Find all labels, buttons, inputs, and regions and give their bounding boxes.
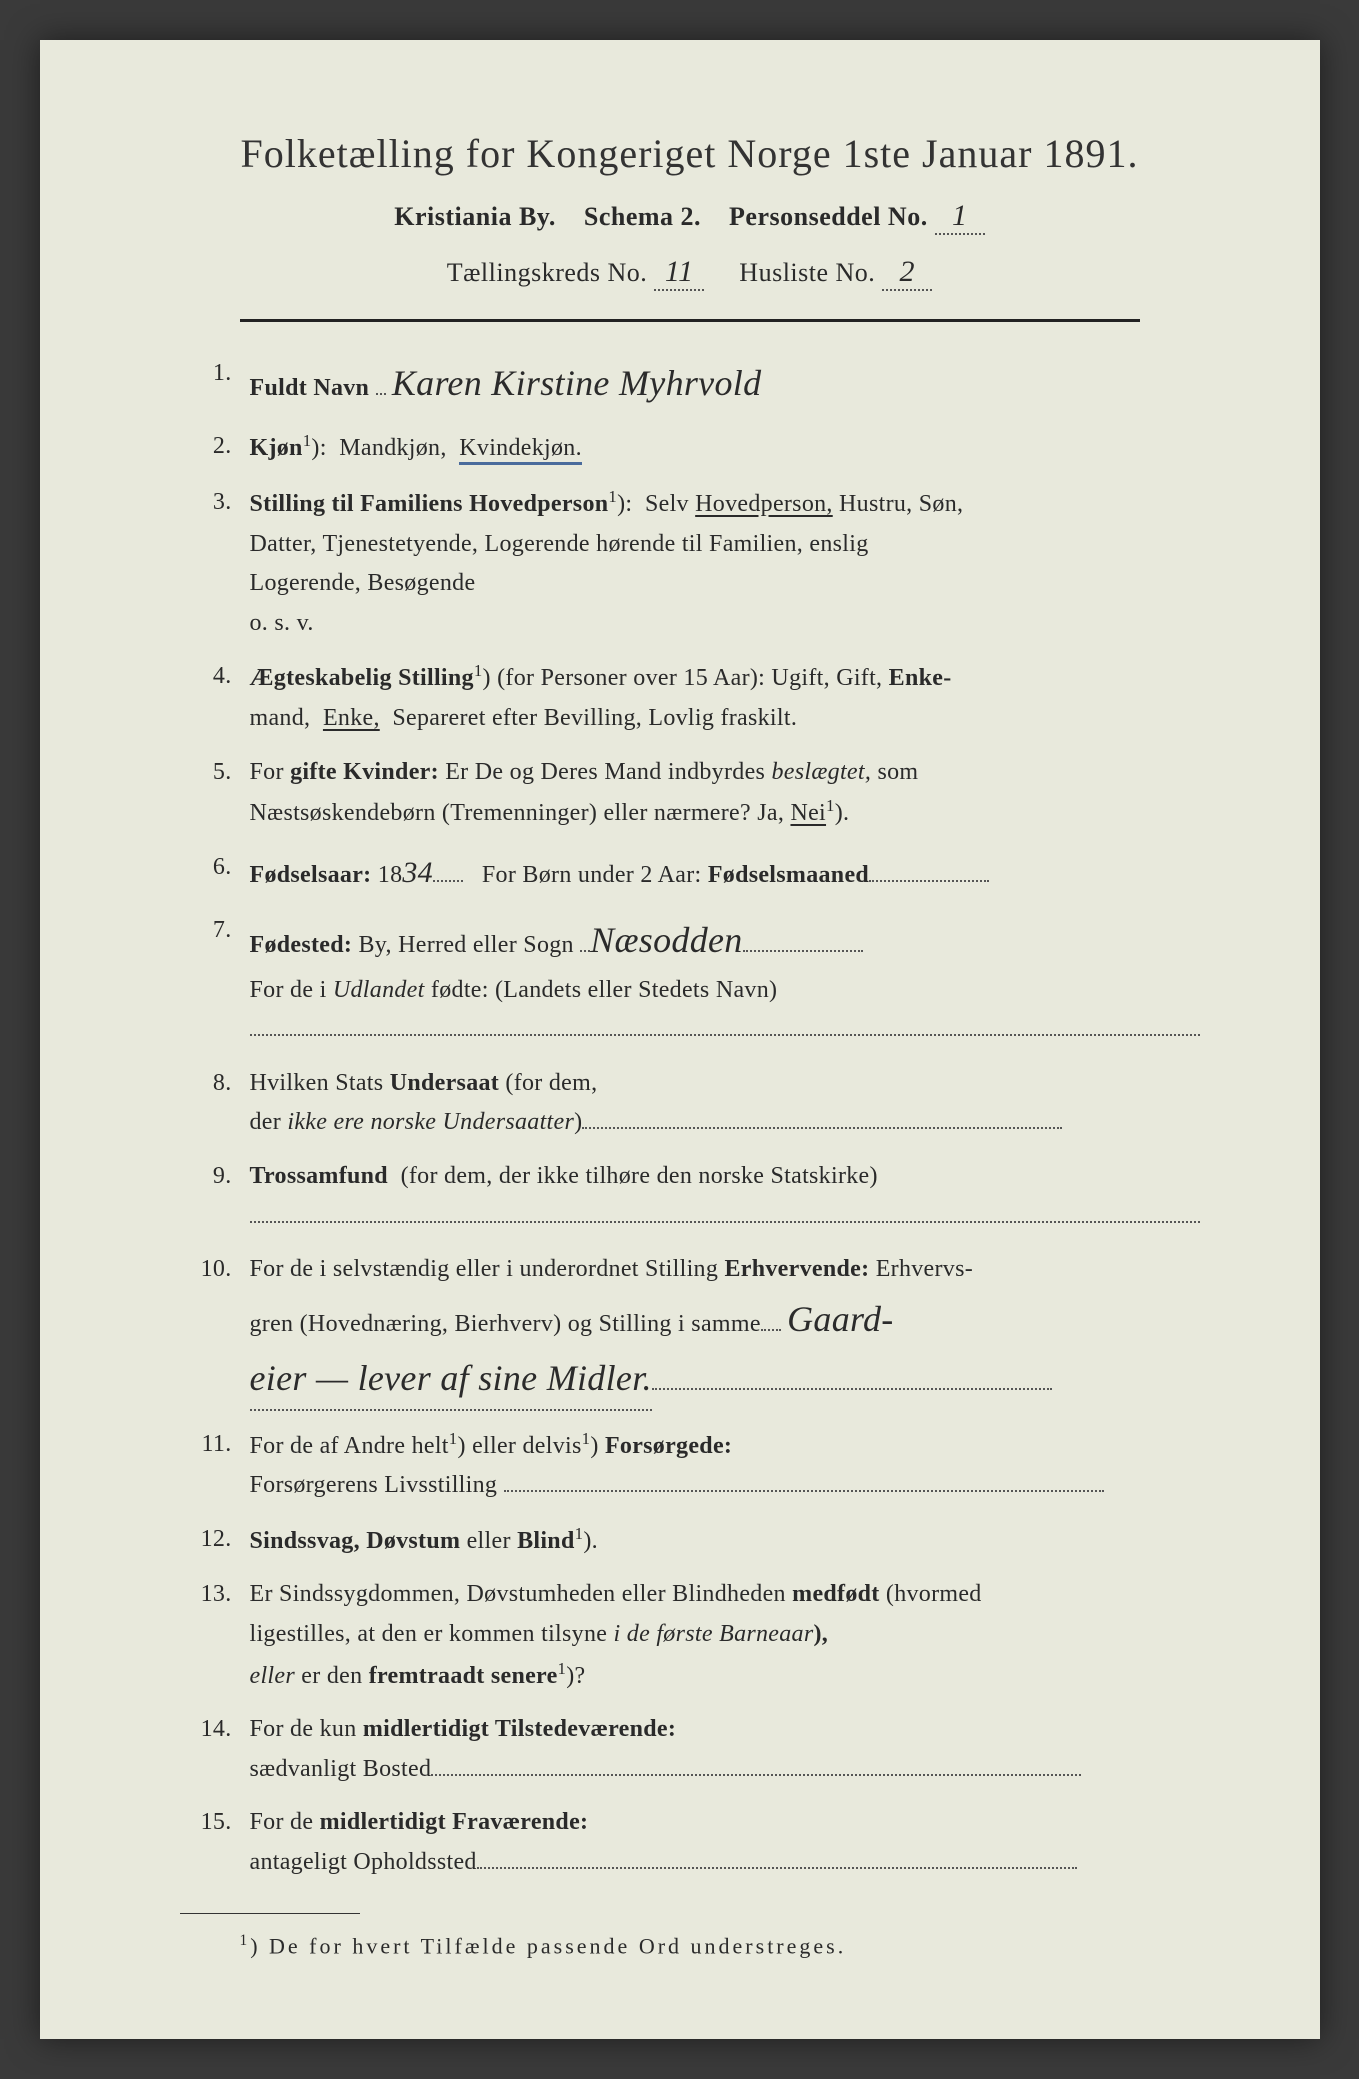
item-7-label: Fødested:	[250, 932, 353, 958]
schema-label: Schema 2.	[584, 202, 701, 231]
husliste-no-field: 2	[882, 255, 932, 291]
item-3-line2: Datter, Tjenestetyende, Logerende hørend…	[250, 531, 869, 557]
item-14-num: 14.	[190, 1710, 250, 1789]
item-2-label: Kjøn	[250, 435, 303, 461]
item-6-label: Fødselsaar:	[250, 862, 372, 888]
item-8: 8. Hvilken Stats Undersaat (for dem, der…	[190, 1064, 1200, 1143]
subtitle-1: Kristiania By. Schema 2. Personseddel No…	[180, 199, 1200, 235]
item-1-label: Fuldt Navn	[250, 375, 370, 401]
item-2: 2. Kjøn1): Mandkjøn, Kvindekjøn.	[190, 427, 1200, 469]
item-5-gifte: gifte Kvinder:	[290, 759, 439, 785]
item-3-num: 3.	[190, 483, 250, 643]
item-1-num: 1.	[190, 354, 250, 413]
footnote: 1) De for hvert Tilfælde passende Ord un…	[240, 1932, 1200, 1959]
header-rule	[240, 319, 1140, 322]
item-4-num: 4.	[190, 657, 250, 738]
item-11-num: 11.	[190, 1425, 250, 1506]
subtitle-2: Tællingskreds No. 11 Husliste No. 2	[180, 255, 1200, 291]
item-9-num: 9.	[190, 1157, 250, 1236]
item-10: 10. For de i selvstændig eller i underor…	[190, 1250, 1200, 1410]
item-4: 4. Ægteskabelig Stilling1) (for Personer…	[190, 657, 1200, 738]
item-14: 14. For de kun midlertidigt Tilstedevære…	[190, 1710, 1200, 1789]
item-3-line3: Logerende, Besøgende	[250, 570, 476, 596]
item-4-label: Ægteskabelig Stilling	[250, 665, 474, 691]
item-3-hovedperson: Hovedperson,	[695, 491, 833, 517]
personseddel-no-field: 1	[935, 199, 985, 235]
item-11: 11. For de af Andre helt1) eller delvis1…	[190, 1425, 1200, 1506]
item-7: 7. Fødested: By, Herred eller Sogn Næsod…	[190, 911, 1200, 1050]
item-10-value2: eier — lever af sine Midler.	[250, 1349, 652, 1410]
item-9-label: Trossamfund	[250, 1163, 388, 1189]
item-7-value: Næsodden	[590, 911, 742, 970]
item-6: 6. Fødselsaar: 1834 For Børn under 2 Aar…	[190, 848, 1200, 898]
city-label: Kristiania By.	[394, 202, 556, 231]
form-items: 1. Fuldt Navn Karen Kirstine Myhrvold 2.…	[190, 354, 1200, 1883]
item-7-blank	[250, 1010, 1200, 1036]
item-8-num: 8.	[190, 1064, 250, 1143]
item-9: 9. Trossamfund (for dem, der ikke tilhør…	[190, 1157, 1200, 1236]
item-5-num: 5.	[190, 753, 250, 834]
item-10-num: 10.	[190, 1250, 250, 1410]
item-2-opt-mand: Mandkjøn,	[339, 435, 446, 461]
personseddel-no: 1	[952, 199, 968, 232]
footnote-text: ) De for hvert Tilfælde passende Ord und…	[250, 1933, 846, 1958]
kreds-label: Tællingskreds No.	[447, 258, 648, 287]
item-15: 15. For de midlertidigt Fraværende: anta…	[190, 1803, 1200, 1882]
item-3: 3. Stilling til Familiens Hovedperson1):…	[190, 483, 1200, 643]
item-9-blank	[250, 1197, 1200, 1223]
item-4-enke-sel: Enke,	[323, 705, 380, 731]
item-3-label: Stilling til Familiens Hovedperson	[250, 491, 609, 517]
item-1-value: Karen Kirstine Myhrvold	[392, 354, 762, 413]
item-4-enke: Enke-	[889, 665, 952, 691]
item-6-num: 6.	[190, 848, 250, 898]
item-5-nei: Nei	[790, 800, 826, 826]
item-2-num: 2.	[190, 427, 250, 469]
census-form: Folketælling for Kongeriget Norge 1ste J…	[40, 40, 1320, 2039]
personseddel-label: Personseddel No.	[729, 202, 928, 231]
item-12-num: 12.	[190, 1520, 250, 1562]
husliste-label: Husliste No.	[739, 258, 875, 287]
item-1: 1. Fuldt Navn Karen Kirstine Myhrvold	[190, 354, 1200, 413]
kreds-no: 11	[665, 255, 694, 288]
item-13-num: 13.	[190, 1575, 250, 1696]
item-3-line4: o. s. v.	[250, 610, 314, 636]
footnote-rule	[180, 1913, 360, 1914]
item-10-value1: Gaard-	[787, 1290, 893, 1349]
kreds-no-field: 11	[654, 255, 704, 291]
item-6-year: 34	[402, 856, 433, 889]
item-7-num: 7.	[190, 911, 250, 1050]
item-15-num: 15.	[190, 1803, 250, 1882]
item-5: 5. For gifte Kvinder: Er De og Deres Man…	[190, 753, 1200, 834]
item-12: 12. Sindssvag, Døvstum eller Blind1).	[190, 1520, 1200, 1562]
item-13: 13. Er Sindssygdommen, Døvstumheden elle…	[190, 1575, 1200, 1696]
husliste-no: 2	[900, 255, 916, 288]
item-2-opt-kvinde: Kvindekjøn.	[459, 435, 582, 465]
main-title: Folketælling for Kongeriget Norge 1ste J…	[180, 130, 1200, 177]
